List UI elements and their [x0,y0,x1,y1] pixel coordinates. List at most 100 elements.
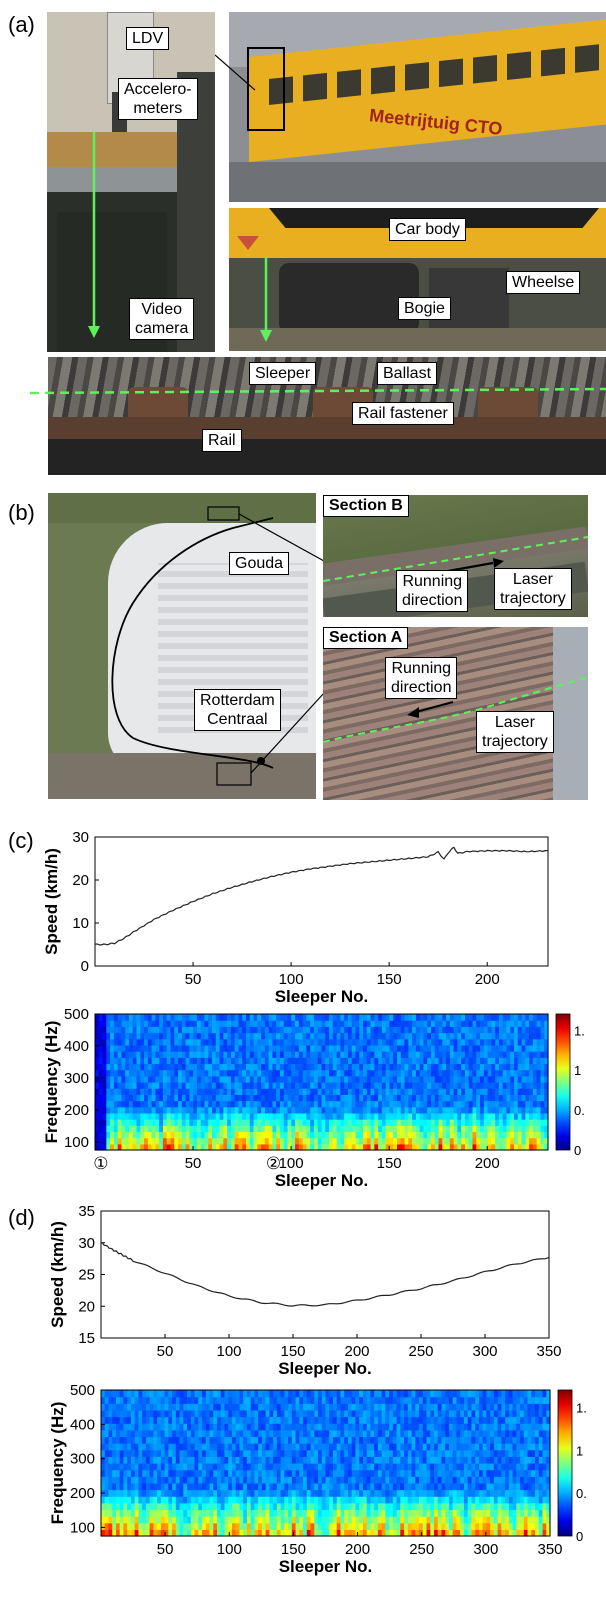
heatmap-cell [160,1423,166,1431]
heatmap-cell [213,1509,218,1517]
heatmap-cell [329,1456,334,1464]
heatmap-cell [194,1449,199,1457]
heatmap-cell [336,1516,342,1524]
heatmap-cell [336,1075,341,1083]
heatmap-cell [362,1476,368,1484]
heatmap-cell [313,1100,319,1108]
heatmap-cell [495,1119,500,1126]
heatmap-cell [393,1100,398,1108]
heatmap-cell [200,1014,206,1021]
heatmap-cell [506,1112,511,1120]
heatmap-cell [98,1100,104,1108]
heatmap-cell [397,1032,402,1040]
heatmap-cell [227,1063,232,1071]
heatmap-cell [246,1125,251,1133]
heatmap-cell [200,1112,206,1120]
heatmap-cell [299,1409,304,1418]
heatmap-cell [212,1063,217,1071]
heatmap-cell [434,1094,440,1102]
heatmap-cell [355,1057,360,1065]
heatmap-cell [344,1509,349,1517]
heatmap-cell [483,1044,489,1052]
heatmap-cell [110,1106,115,1114]
heatmap-cell [347,1112,353,1120]
heatmap-cell [265,1463,270,1471]
heatmap-cell [291,1125,296,1133]
heatmap-cell [142,1489,147,1497]
heatmap-cell [113,1131,119,1139]
heatmap-cell [340,1069,345,1077]
heatmap-cell [230,1075,236,1083]
heatmap-cell [265,1396,270,1404]
heatmap-cell [400,1026,406,1034]
heatmap-cell [314,1409,319,1418]
heatmap-cell [317,1082,323,1089]
heatmap-cell [400,1038,406,1046]
heatmap-cell [415,1014,421,1021]
heatmap-cell [514,1119,519,1126]
heatmap-cell [363,1069,368,1077]
video-camera-label: Video camera [129,298,195,340]
heatmap-cell [302,1094,308,1102]
heatmap-cell [536,1075,542,1083]
heatmap-cell [321,1032,326,1040]
heatmap-cell [208,1057,213,1065]
heatmap-cell [475,1409,480,1418]
heatmap-cell [448,1443,454,1451]
heatmap-cell [234,1014,240,1021]
heatmap-cell [434,1125,440,1133]
heatmap-cell [187,1463,192,1471]
heatmap-cell [303,1449,308,1457]
heatmap-cell [202,1509,207,1517]
heatmap-cell [202,1423,207,1431]
heatmap-cell [95,1112,100,1120]
heatmap-cell [321,1509,327,1517]
heatmap-cell [253,1075,258,1083]
heatmap-cell [363,1082,368,1089]
heatmap-cell [306,1063,311,1071]
heatmap-cell [115,1529,121,1537]
heatmap-cell [198,1429,203,1438]
heatmap-cell [514,1026,519,1034]
heatmap-cell [374,1529,379,1537]
heatmap-cell [370,1082,375,1089]
heatmap-cell [283,1069,289,1077]
heatmap-cell [298,1075,304,1083]
heatmap-cell [121,1112,126,1120]
heatmap-cell [480,1069,485,1077]
heatmap-cell [355,1032,360,1040]
heatmap-cell [445,1409,450,1418]
heatmap-cell [317,1063,323,1071]
heatmap-cell [366,1396,371,1404]
heatmap-cell [374,1112,379,1120]
heatmap-cell [189,1051,194,1058]
heatmap-cell [101,1403,106,1411]
heatmap-cell [149,1449,154,1457]
heatmap-cell [132,1082,138,1089]
heatmap-cell [460,1509,465,1517]
heatmap-cell [314,1436,319,1444]
heatmap-cell [506,1063,511,1071]
heatmap-cell [174,1125,179,1133]
heatmap-cell [314,1403,319,1411]
heatmap-cell [325,1119,330,1126]
heatmap-cell [347,1044,353,1052]
heatmap-cell [144,1063,149,1071]
heatmap-cell [476,1125,481,1133]
heatmap-cell [223,1026,228,1034]
heatmap-cell [445,1489,450,1497]
heatmap-cell [127,1516,132,1524]
heatmap-cell [238,1143,243,1151]
heatmap-cell [423,1069,428,1077]
heatmap-cell [142,1502,147,1511]
heatmap-cell [438,1063,443,1071]
heatmap-cell [408,1069,413,1077]
heatmap-cell [370,1529,375,1537]
heatmap-cell [381,1516,386,1524]
heatmap-cell [532,1094,538,1102]
heatmap-cell [427,1088,432,1095]
heatmap-cell [170,1069,175,1077]
heatmap-cell [208,1143,213,1151]
heatmap-cell [115,1516,121,1524]
heatmap-cell [521,1106,526,1114]
